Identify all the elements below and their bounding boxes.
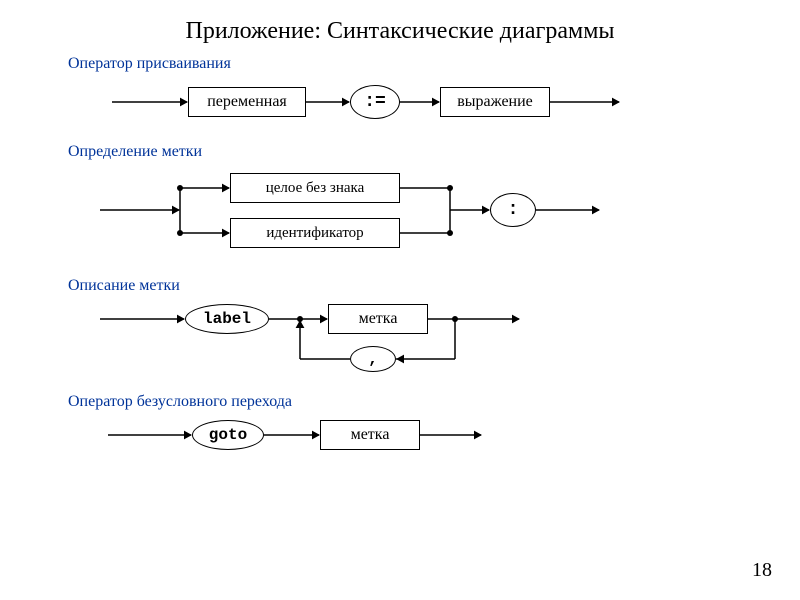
page-title: Приложение: Синтаксические диаграммы — [0, 0, 800, 51]
section-labeldef-heading: Определение метки — [0, 129, 800, 163]
page-number: 18 — [752, 559, 772, 582]
node: переменная — [188, 87, 306, 117]
diagram-labeldesc: label метка, — [0, 297, 800, 379]
node: : — [490, 193, 536, 227]
section-assign-heading: Оператор присваивания — [0, 51, 800, 75]
diagram-assign: переменная := выражение — [0, 75, 800, 129]
section-goto-heading: Оператор безусловного перехода — [0, 379, 800, 413]
node: целое без знака — [230, 173, 400, 203]
diagram-labeldef: целое без знака идентификатор: — [0, 163, 800, 263]
node: выражение — [440, 87, 550, 117]
node: goto — [192, 420, 264, 450]
diagram-goto: goto метка — [0, 413, 800, 463]
node: метка — [328, 304, 428, 334]
section-labeldesc-heading: Описание метки — [0, 263, 800, 297]
node: label — [185, 304, 269, 334]
node: метка — [320, 420, 420, 450]
node: идентификатор — [230, 218, 400, 248]
node: , — [350, 346, 396, 372]
node: := — [350, 85, 400, 119]
